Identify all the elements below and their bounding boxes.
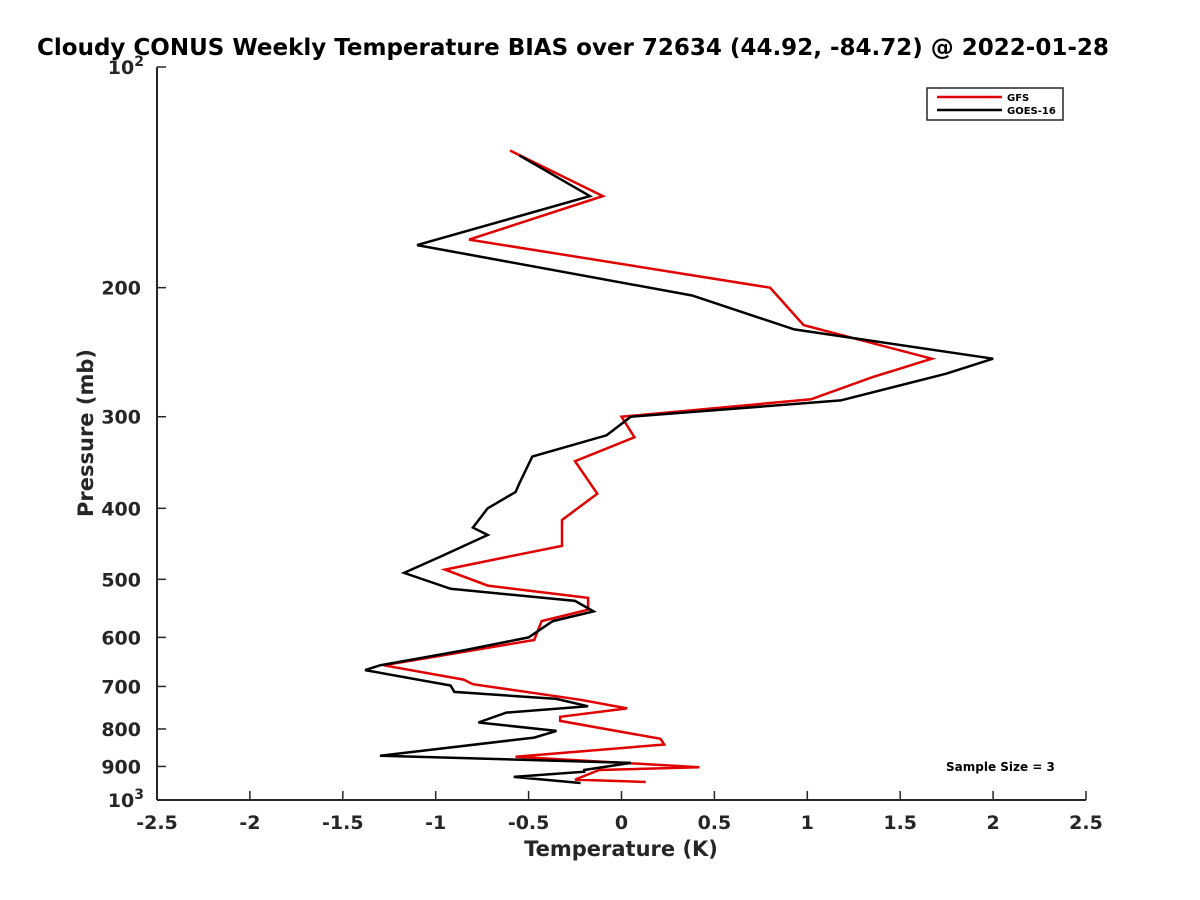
y-tick-label: 800: [101, 719, 141, 741]
legend-label-goes16: GOES-16: [1007, 106, 1056, 117]
legend: GFS GOES-16: [926, 87, 1064, 121]
legend-box: [926, 87, 1064, 121]
y-axis-label: Pressure (mb): [74, 349, 98, 517]
x-tick-label: 2.5: [1069, 812, 1103, 834]
x-tick-label: -0.5: [508, 812, 550, 834]
x-tick-label: 0.5: [698, 812, 732, 834]
x-tick-label: -2.5: [136, 812, 178, 834]
sample-size-annotation: Sample Size = 3: [946, 760, 1055, 774]
y-tick-label-exponent: 2: [134, 54, 144, 70]
chart-title: Cloudy CONUS Weekly Temperature BIAS ove…: [37, 35, 1109, 61]
series-layer: [364, 149, 994, 785]
x-tick-label: -2: [239, 812, 260, 834]
y-tick-label: 900: [101, 756, 141, 778]
x-tick-label: 1.5: [883, 812, 917, 834]
x-ticks: -2.5 -2 -1.5 -1 -0.5 0 0.5 1 1.5 2 2.5: [136, 791, 1103, 834]
x-tick-label: -1: [425, 812, 446, 834]
series-line-goes-16: [364, 154, 994, 785]
legend-label-gfs: GFS: [1007, 93, 1029, 104]
y-tick-label: 103: [108, 787, 144, 812]
series-line-gfs: [383, 149, 937, 784]
x-tick-label: 1: [801, 812, 814, 834]
x-tick-label: 0: [615, 812, 628, 834]
y-tick-label: 600: [101, 627, 141, 649]
y-tick-label-exponent: 3: [134, 787, 144, 803]
y-tick-label-base: 10: [108, 790, 134, 812]
x-tick-label: 2: [986, 812, 999, 834]
x-tick-label: -1.5: [322, 812, 364, 834]
x-axis-label: Temperature (K): [524, 837, 718, 861]
y-tick-label: 700: [101, 676, 141, 698]
y-tick-label: 500: [101, 569, 141, 591]
plot-area: [156, 67, 1086, 801]
y-tick-label: 400: [101, 498, 141, 520]
y-tick-label: 300: [101, 407, 141, 429]
y-tick-label: 200: [101, 278, 141, 300]
y-tick-label: 102: [108, 54, 144, 79]
y-tick-label-base: 10: [108, 57, 134, 79]
